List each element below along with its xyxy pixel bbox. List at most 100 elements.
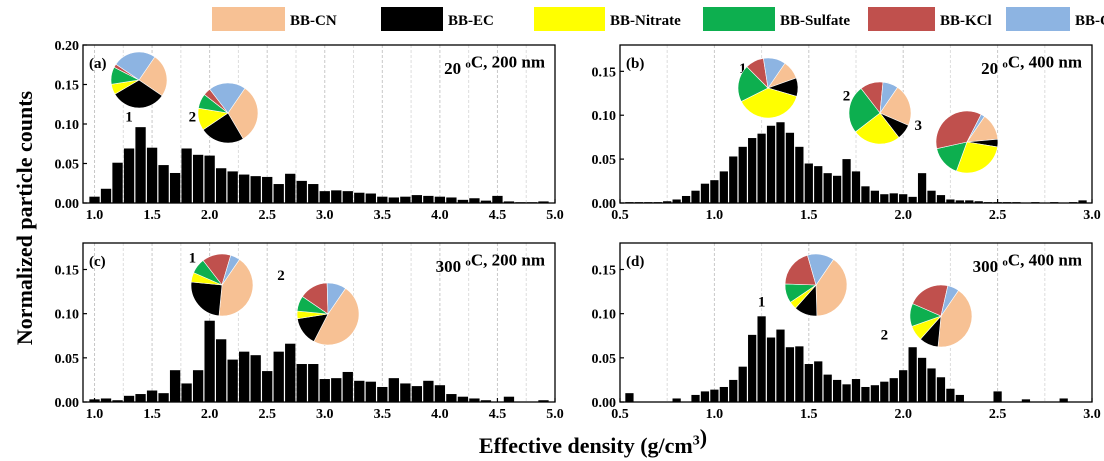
bar xyxy=(308,184,319,203)
bar xyxy=(250,176,261,203)
bar xyxy=(804,163,813,203)
y-tick-label: 0.10 xyxy=(55,308,80,323)
x-tick-label: 2.0 xyxy=(894,407,912,422)
x-tick-label: 3.0 xyxy=(316,407,334,422)
bar xyxy=(729,379,738,402)
pie-mode-1 xyxy=(110,51,168,109)
bar xyxy=(123,148,135,203)
bar xyxy=(169,172,181,203)
pie-slice-bb-cn xyxy=(937,289,973,348)
x-tick-label: 1.0 xyxy=(706,208,724,223)
panels: 1.0 1.5 2.0 2.5 3.0 3.5 4.0 4.5 5.00.000.050.100… xyxy=(55,39,1101,422)
legend-label: BB-Nitrate xyxy=(610,13,681,29)
pie-slice-bb-kcl xyxy=(935,110,982,150)
bar xyxy=(738,146,747,203)
bar xyxy=(738,366,747,402)
bar xyxy=(296,180,307,203)
x-tick-label: 2.0 xyxy=(894,208,912,223)
bar xyxy=(993,391,1002,402)
bar xyxy=(870,190,879,203)
pie-mode-1 xyxy=(190,253,254,317)
legend-swatch xyxy=(703,7,775,31)
pie-slice-bb-cn xyxy=(138,56,168,97)
bar xyxy=(917,173,927,203)
pie-slice-bb-cn xyxy=(227,87,259,140)
bar xyxy=(296,364,307,402)
x-tick-label: 3.0 xyxy=(1083,407,1101,422)
y-tick-label: 0.05 xyxy=(55,158,80,173)
x-tick-label: 3.5 xyxy=(374,407,392,422)
x-tick-label: 4.0 xyxy=(431,208,449,223)
bar xyxy=(354,380,365,402)
pie-slice-bb-oc xyxy=(940,285,959,317)
bar xyxy=(250,355,261,402)
bar xyxy=(123,395,135,402)
x-axis-label: Effective density (g/cm3) xyxy=(479,425,707,458)
bar xyxy=(285,173,296,203)
bar xyxy=(870,385,879,402)
legend-label: BB-Sulfate xyxy=(780,13,850,29)
x-tick-label: 1.0 xyxy=(706,407,724,422)
bar xyxy=(331,190,342,203)
pie-slice-bb-cn xyxy=(313,287,360,346)
bar xyxy=(112,162,123,203)
bar xyxy=(785,132,795,203)
plot-frame xyxy=(619,242,1093,403)
bar xyxy=(833,379,842,402)
x-tick-label: 1.5 xyxy=(800,208,818,223)
bar xyxy=(965,200,974,203)
bar xyxy=(273,351,284,402)
legend-swatch xyxy=(868,7,935,31)
bar xyxy=(457,199,469,203)
bar xyxy=(899,194,908,203)
bar xyxy=(785,347,795,402)
y-tick-label: 0.00 xyxy=(592,396,617,411)
bar xyxy=(700,183,710,203)
y-axis-label: Normalized particle counts xyxy=(12,90,37,345)
bar xyxy=(795,146,804,203)
bar xyxy=(719,171,728,203)
bar xyxy=(192,370,204,402)
bar xyxy=(946,199,955,203)
x-tick-label: 3.0 xyxy=(1083,208,1101,223)
bar xyxy=(365,381,376,402)
bar xyxy=(227,359,238,402)
bar xyxy=(908,347,917,402)
bar xyxy=(411,195,423,203)
panel-label: (b) xyxy=(626,56,644,72)
bar xyxy=(204,320,215,402)
bar xyxy=(434,385,446,402)
legend-label: BB-KCl xyxy=(940,13,992,29)
y-tick-label: 0.10 xyxy=(55,118,80,133)
mode-label: 1 xyxy=(739,61,747,77)
bar xyxy=(388,197,399,203)
bar xyxy=(538,201,549,203)
pie-slice-bb-oc xyxy=(221,254,240,286)
pie-slice-bb-cn xyxy=(218,258,254,317)
x-tick-label: 1.5 xyxy=(143,208,161,223)
pie-slice-bb-nitrate xyxy=(740,87,798,119)
bar xyxy=(239,174,250,203)
pie-slice-bb-oc xyxy=(326,282,346,315)
bar xyxy=(227,171,238,203)
pie-slice-bb-cn xyxy=(815,258,848,317)
bar xyxy=(354,192,365,203)
x-tick-label: 2.5 xyxy=(989,407,1007,422)
bar xyxy=(262,371,273,402)
bar xyxy=(446,197,457,203)
legend-label: BB-OC xyxy=(1075,13,1104,29)
bar xyxy=(158,165,169,203)
plot-frame xyxy=(82,242,556,403)
pie-slice-bb-ec xyxy=(190,281,223,317)
panel-condition: 300 oC, 200 nm xyxy=(436,251,545,276)
y-tick-label: 0.15 xyxy=(55,264,80,279)
bar xyxy=(100,398,112,402)
bar xyxy=(719,386,728,402)
bar xyxy=(766,125,776,203)
bar xyxy=(1078,200,1087,203)
bar xyxy=(377,386,388,402)
panel-b: 0.5 1.0 1.5 2.0 2.5 3.0 0.00 0.05 0.10 0.15 (b) 20 … xyxy=(592,44,1101,223)
panel-condition: 300 oC, 400 nm xyxy=(973,251,1082,276)
bar xyxy=(795,346,804,402)
bar xyxy=(851,379,861,402)
